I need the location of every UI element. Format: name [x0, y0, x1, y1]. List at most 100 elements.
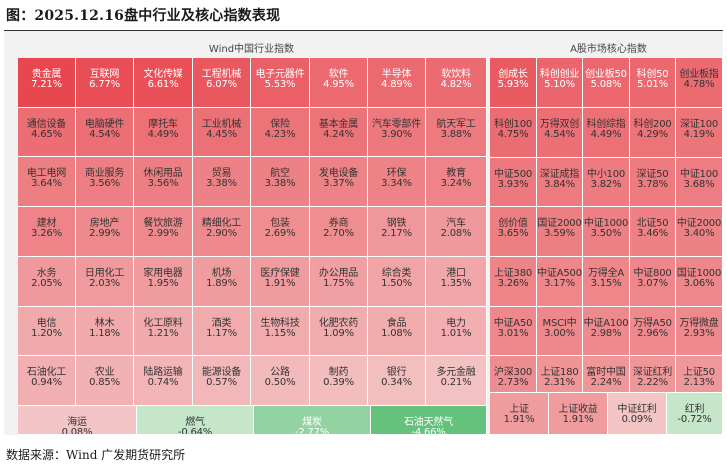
index-tile-value: 3.50%	[590, 228, 622, 239]
industry-tile-value: -4.66%	[411, 427, 446, 435]
industry-tile-value: 6.07%	[206, 79, 237, 90]
index-tile: 中证500 3.93%	[490, 158, 537, 207]
index-tile-label: 科创创业	[539, 69, 580, 80]
industry-tile: 海运 0.08%	[18, 406, 137, 435]
index-tile-value: 3.93%	[497, 179, 529, 190]
industry-tile-label: 基本金属	[318, 119, 359, 130]
industry-tile-value: 3.56%	[89, 178, 120, 189]
industry-tile-value: 3.24%	[440, 178, 472, 189]
index-tile: 深证成指 3.84%	[537, 158, 583, 207]
industry-tile-label: 餐饮旅游	[143, 218, 183, 229]
industry-tile: 贵金属 7.21%	[18, 58, 76, 108]
industry-tile-value: 3.90%	[381, 129, 412, 140]
index-tile: 上证180 2.31%	[537, 356, 583, 393]
index-tile: 创成长 5.93%	[490, 58, 537, 108]
index-tile-label: 上证收益	[558, 404, 598, 415]
industry-tile-value: 4.49%	[147, 129, 179, 140]
index-tile-value: 1.91%	[562, 414, 594, 425]
industry-tile-value: 2.99%	[147, 228, 179, 239]
industry-tile-label: 互联网	[89, 69, 120, 80]
industry-tile-label: 教育	[446, 168, 466, 179]
industry-tile: 日用化工 2.03%	[76, 257, 134, 307]
industry-tile: 软饮料 4.82%	[426, 58, 487, 108]
index-tile-label: 中证A50	[493, 318, 533, 329]
industry-tile-value: 1.18%	[89, 328, 120, 339]
industry-tile: 文化传媒 6.61%	[134, 58, 193, 108]
index-tile: 北证50 3.46%	[630, 207, 676, 257]
index-tile-label: 中证A100	[583, 318, 629, 329]
index-tile: 科创创业 5.10%	[537, 58, 583, 108]
index-tile-value: 4.19%	[683, 129, 715, 140]
industry-tile-value: 2.17%	[381, 228, 412, 239]
industry-tile: 电工电网 3.64%	[18, 157, 76, 207]
industry-tile-label: 券商	[328, 218, 349, 229]
index-tile-value: 3.84%	[544, 179, 575, 190]
index-tile-value: 5.10%	[544, 79, 575, 90]
industry-tile-label: 半导体	[381, 69, 412, 80]
industry-tile: 电信 1.20%	[18, 307, 76, 356]
industry-tile: 发电设备 3.37%	[310, 157, 368, 207]
industry-tile: 多元金融 0.21%	[426, 356, 487, 406]
industry-tile-value: 2.69%	[264, 228, 296, 239]
industry-tile-value: 0.08%	[61, 427, 93, 435]
index-tile-value: 2.13%	[683, 377, 715, 388]
index-tile-label: 富时中国	[586, 367, 626, 378]
industry-tile: 休闲用品 3.56%	[134, 157, 193, 207]
index-tile-value: 1.91%	[503, 414, 535, 425]
index-tile: MSCI中 3.00%	[537, 307, 583, 356]
index-tile: 万得A50 2.96%	[630, 307, 676, 356]
industry-tile: 贸易 3.38%	[193, 157, 251, 207]
industry-tile-label: 工程机械	[201, 69, 242, 80]
index-tile-label: 科创100	[493, 119, 533, 130]
industry-tile: 电子元器件 5.53%	[251, 58, 310, 108]
index-tile: 国证2000 3.59%	[537, 207, 583, 257]
index-tile: 上证380 3.26%	[490, 257, 537, 307]
index-tile-label: 创业板50	[585, 69, 627, 80]
industry-tile: 家用电器 1.95%	[134, 257, 193, 307]
industry-tile: 林木 1.18%	[76, 307, 134, 356]
industry-tile: 办公用品 1.75%	[310, 257, 368, 307]
industry-tile-label: 陆路运输	[143, 367, 183, 378]
index-tile-value: 2.31%	[544, 377, 575, 388]
industry-tile-label: 机场	[211, 268, 232, 279]
industry-tile-label: 工业机械	[201, 119, 242, 130]
industry-tile: 港口 1.35%	[426, 257, 487, 307]
industry-tile-label: 医疗保健	[260, 268, 300, 279]
industry-tile: 精细化工 2.90%	[193, 207, 251, 257]
industry-tile-value: 3.56%	[147, 178, 179, 189]
industry-tile-value: 0.50%	[264, 377, 296, 388]
industry-tile: 化肥农药 1.09%	[310, 307, 368, 356]
index-tile-label: 中证A500	[537, 268, 582, 279]
index-tile-label: 上证180	[540, 367, 579, 378]
index-tile-label: 中证800	[633, 268, 672, 279]
industry-tile-label: 海运	[67, 417, 87, 428]
industry-tile: 教育 3.24%	[426, 157, 487, 207]
industry-tile-label: 软件	[328, 69, 349, 80]
industry-tile-label: 日用化工	[84, 268, 125, 279]
index-tile-label: 创价值	[498, 218, 528, 229]
industry-tile-label: 文化传媒	[143, 69, 183, 80]
index-tile: 科创100 4.75%	[490, 108, 537, 158]
industry-tile-label: 食品	[386, 318, 407, 329]
index-tile-value: 3.06%	[683, 278, 715, 289]
industry-tile: 环保 3.34%	[368, 157, 426, 207]
index-tile-value: 4.75%	[497, 129, 529, 140]
industry-tile-value: 6.77%	[89, 79, 120, 90]
index-tile-label: 中证500	[493, 169, 533, 180]
index-tile: 深证50 3.78%	[630, 158, 676, 207]
industry-tile-label: 公路	[270, 367, 290, 378]
index-tile-label: 科创50	[636, 69, 669, 80]
index-tile-label: 中证2000	[676, 218, 722, 229]
industry-tile: 汽车 2.08%	[426, 207, 487, 257]
index-panel-title: A股市场核心指数	[570, 44, 647, 55]
industry-tile: 软件 4.95%	[310, 58, 368, 108]
industry-tile-label: 电工电网	[26, 168, 67, 179]
industry-tile-label: 港口	[446, 268, 466, 279]
index-tile-value: 2.98%	[590, 328, 622, 339]
industry-tile: 石油化工 0.94%	[18, 356, 76, 406]
industry-tile: 商业服务 3.56%	[76, 157, 134, 207]
index-tile-label: 沪深300	[493, 367, 533, 378]
index-tile-label: 创成长	[498, 69, 528, 80]
index-tile: 创业板50 5.08%	[583, 58, 630, 108]
industry-tile-value: 5.53%	[264, 79, 296, 90]
